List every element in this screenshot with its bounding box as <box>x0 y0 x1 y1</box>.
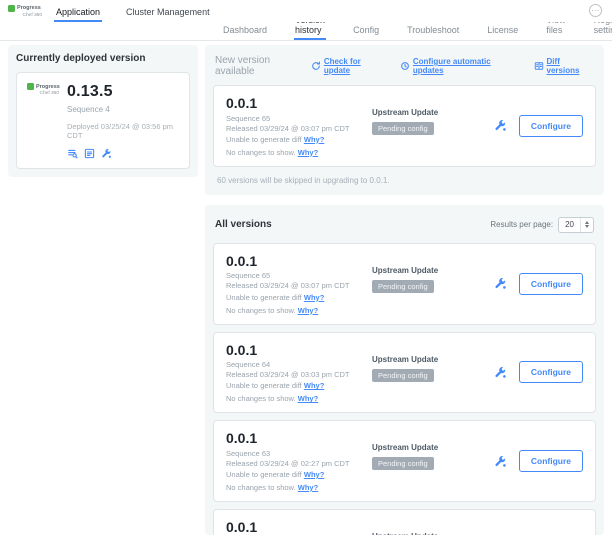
edit-config-wrench-icon[interactable] <box>494 455 507 468</box>
version-row: 0.0.1 Sequence 62 Released 03/29/24 @ 02… <box>213 509 596 535</box>
diff-icon <box>534 62 543 70</box>
view-config-icon[interactable] <box>84 148 95 159</box>
version-sequence: Sequence 65 <box>226 271 271 281</box>
top-navbar: Progress Chef 360 Application Cluster Ma… <box>0 0 612 22</box>
subnav-tab-troubleshoot[interactable]: Troubleshoot <box>407 25 460 35</box>
results-per-page-select[interactable]: 20 <box>558 216 594 233</box>
new-version-row-host: 0.0.1 Sequence 65 Released 03/29/24 @ 03… <box>213 85 596 167</box>
skipped-versions-note: 60 versions will be skipped in upgrading… <box>217 175 390 185</box>
changes-why-link[interactable]: Why? <box>297 147 319 157</box>
new-version-heading: New version available <box>215 55 271 77</box>
results-per-page-label: Results per page: <box>490 220 554 230</box>
version-released: Released 03/29/24 @ 02:27 pm CDT <box>226 458 350 468</box>
deployed-sequence: Sequence 4 <box>67 105 110 114</box>
diff-why-link[interactable]: Why? <box>303 292 325 302</box>
logo-text-line2: Chef 360 <box>39 91 59 96</box>
version-number: 0.0.1 <box>226 341 258 358</box>
changes-line: No changes to show. Why? <box>226 305 319 315</box>
logo-icon <box>8 4 15 12</box>
version-released: Released 03/29/24 @ 03:07 pm CDT <box>226 123 350 133</box>
version-source-label: Upstream Update <box>372 443 439 453</box>
version-sequence: Sequence 65 <box>226 113 271 123</box>
diff-versions-link[interactable]: Diff versions <box>534 57 594 75</box>
deployed-version-number: 0.13.5 <box>67 83 113 100</box>
status-badge: Pending config <box>372 457 434 471</box>
version-source-label: Upstream Update <box>372 265 439 275</box>
version-released: Released 03/29/24 @ 03:03 pm CDT <box>226 370 350 380</box>
edit-config-wrench-icon[interactable] <box>494 119 507 132</box>
all-versions-panel: All versions Results per page: 20 0.0.1 … <box>205 204 604 535</box>
diff-status-line: Unable to generate diff Why? <box>226 381 325 391</box>
app-subnav: DashboardVersion historyConfigTroublesho… <box>0 15 612 41</box>
edit-config-wrench-icon[interactable] <box>494 277 507 290</box>
subnav-tab-license[interactable]: License <box>487 25 519 35</box>
diff-why-link[interactable]: Why? <box>303 470 325 479</box>
version-source-label: Upstream Update <box>372 354 439 364</box>
subnav-tab-config[interactable]: Config <box>353 25 380 35</box>
new-version-panel: New version available Check for update C… <box>205 45 604 195</box>
deployed-version-panel: Currently deployed version Progress Chef… <box>8 45 198 177</box>
deployed-heading: Currently deployed version <box>16 53 146 64</box>
edit-config-wrench-icon[interactable] <box>494 366 507 379</box>
changes-line: No changes to show. Why? <box>226 394 319 404</box>
diff-why-link[interactable]: Why? <box>303 134 325 144</box>
deployed-app-logo: Progress Chef 360 <box>27 83 60 159</box>
schedule-icon <box>400 62 409 70</box>
subnav-tab-dashboard[interactable]: Dashboard <box>223 25 268 35</box>
release-notes-icon[interactable] <box>67 148 78 159</box>
stepper-arrows-icon <box>580 217 593 232</box>
changes-line: No changes to show. Why? <box>226 147 319 157</box>
overflow-menu-icon[interactable]: ⋯ <box>589 4 602 17</box>
version-number: 0.0.1 <box>226 252 258 269</box>
changes-why-link[interactable]: Why? <box>297 394 319 404</box>
status-badge: Pending config <box>372 368 434 382</box>
deployed-timestamp: Deployed 03/25/24 @ 03:56 pm CDT <box>67 122 174 140</box>
logo-icon <box>27 83 34 90</box>
topnav-tab-application[interactable]: Application <box>54 1 103 22</box>
version-row: 0.0.1 Sequence 63 Released 03/29/24 @ 02… <box>213 420 596 502</box>
all-versions-list: 0.0.1 Sequence 65 Released 03/29/24 @ 03… <box>213 242 596 535</box>
version-row: 0.0.1 Sequence 64 Released 03/29/24 @ 03… <box>213 331 596 414</box>
deployed-version-card: Progress Chef 360 0.13.5 Sequence 4 Depl… <box>16 72 190 169</box>
configure-button[interactable]: Configure <box>518 114 583 137</box>
changes-why-link[interactable]: Why? <box>297 305 319 315</box>
changes-line: No changes to show. Why? <box>226 483 319 492</box>
version-sequence: Sequence 63 <box>226 448 271 458</box>
diff-status-line: Unable to generate diff Why? <box>226 292 325 302</box>
changes-why-link[interactable]: Why? <box>297 483 319 492</box>
version-number: 0.0.1 <box>226 95 258 111</box>
configure-automatic-updates-link[interactable]: Configure automatic updates <box>400 57 522 75</box>
configure-button[interactable]: Configure <box>518 272 583 295</box>
version-released: Released 03/29/24 @ 03:07 pm CDT <box>226 281 350 291</box>
status-badge: Pending config <box>372 279 434 293</box>
topnav-tab-cluster-management[interactable]: Cluster Management <box>126 7 210 17</box>
logo-text-line2: Chef 360 <box>22 12 42 18</box>
logo-text-line1: Progress <box>17 5 41 11</box>
version-source-label: Upstream Update <box>372 532 438 535</box>
troubleshoot-wrench-icon[interactable] <box>101 148 112 159</box>
version-sequence: Sequence 64 <box>226 360 271 369</box>
diff-status-line: Unable to generate diff Why? <box>226 470 325 479</box>
logo-text-line1: Progress <box>36 83 60 90</box>
app-logo: Progress Chef 360 <box>8 0 42 22</box>
version-number: 0.0.1 <box>226 519 258 535</box>
configure-button[interactable]: Configure <box>518 361 583 384</box>
version-number: 0.0.1 <box>226 430 258 447</box>
refresh-icon <box>312 61 320 70</box>
diff-why-link[interactable]: Why? <box>303 381 325 391</box>
configure-button[interactable]: Configure <box>518 450 583 473</box>
diff-status-line: Unable to generate diff Why? <box>226 134 325 144</box>
all-versions-heading: All versions <box>215 219 272 231</box>
status-badge: Pending config <box>372 122 434 135</box>
check-for-update-link[interactable]: Check for update <box>311 57 388 75</box>
version-source-label: Upstream Update <box>372 108 439 117</box>
version-row: 0.0.1 Sequence 65 Released 03/29/24 @ 03… <box>213 85 596 167</box>
version-row: 0.0.1 Sequence 65 Released 03/29/24 @ 03… <box>213 242 596 325</box>
